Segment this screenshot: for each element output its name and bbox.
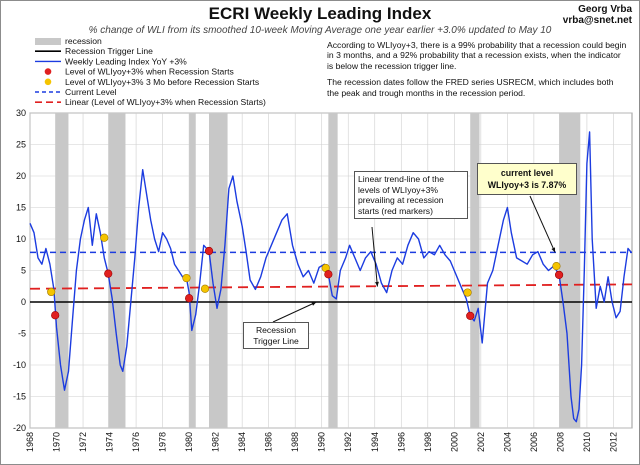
legend-label: Weekly Leading Index YoY +3% [65, 56, 187, 66]
arrow-trigger-line [272, 301, 317, 323]
marker-red-recession-start [324, 270, 333, 279]
y-tick-label: -15 [13, 392, 26, 402]
markers-layer [47, 233, 564, 320]
marker-red-recession-start [554, 270, 564, 280]
legend-label: Linear (Level of WLIyoy+3% when Recessio… [65, 97, 266, 107]
x-tick-label: 1980 [184, 432, 194, 452]
marker-yellow-3mo-before [463, 288, 472, 297]
wli-series-line [29, 131, 632, 423]
author-name: Georg Vrba [578, 4, 632, 15]
x-tick-label: 1968 [25, 432, 35, 452]
legend-key-recession [35, 38, 61, 45]
recession-band [328, 113, 338, 428]
x-tick-label: 2006 [529, 432, 539, 452]
x-tick-label: 1990 [317, 432, 327, 452]
y-tick-label: 15 [16, 203, 26, 213]
marker-red-recession-start [51, 311, 60, 320]
legend-label: recession [65, 36, 102, 46]
recession-band [108, 113, 126, 428]
y-tick-label: -20 [13, 423, 26, 433]
recession-band [470, 113, 480, 428]
marker-yellow-3mo-before [200, 284, 210, 293]
marker-yellow-3mo-before [100, 233, 109, 242]
legend-label: Level of WLIyoy+3% 3 Mo before Recession… [65, 77, 259, 87]
series-layer [29, 131, 632, 423]
y-tick-label: 20 [16, 171, 26, 181]
marker-yellow-3mo-before [552, 261, 561, 271]
current-level-label: current level [500, 168, 554, 178]
x-tick-label: 1986 [264, 432, 274, 452]
axes: -20 -15 -10 -5 0 5 10 15 20 25 30 1968 1970 1972 1974 1… [13, 108, 618, 452]
x-tick-label: 2010 [582, 432, 592, 452]
legend-label: Recession Trigger Line [65, 46, 153, 56]
annotation-trend-line: Linear trend-line of the levels of WLIyo… [354, 171, 468, 219]
marker-red-recession-start [185, 294, 194, 303]
annotation-current-level: current level WLIyoy+3 is 7.87% [477, 163, 577, 195]
legend-key-red-marker [44, 68, 52, 75]
legend-label: Current Level [65, 87, 117, 97]
recession-band [209, 113, 228, 428]
x-tick-label: 2008 [555, 432, 565, 452]
y-tick-label: 0 [21, 297, 26, 307]
marker-red-recession-start [104, 269, 113, 278]
chart-title: ECRI Weekly Leading Index [208, 4, 432, 23]
x-tick-label: 1978 [158, 432, 168, 452]
arrow-trend-line [371, 226, 378, 287]
x-tick-label: 1972 [78, 432, 88, 452]
marker-yellow-3mo-before [182, 273, 191, 283]
marker-red-recession-start [466, 311, 475, 320]
y-tick-label: -10 [13, 360, 26, 370]
y-tick-label: 5 [21, 266, 26, 276]
x-tick-label: 1982 [211, 432, 221, 452]
note-paragraph-probability: According to WLIyoy+3, there is a 99% pr… [327, 40, 627, 71]
x-tick-label: 1994 [370, 432, 380, 452]
arrow-trigger-line-head [311, 302, 317, 306]
annotation-trigger-line: Recession Trigger Line [243, 322, 309, 349]
x-tick-label: 1976 [131, 432, 141, 452]
description-note: According to WLIyoy+3, there is a 99% pr… [327, 40, 627, 104]
annotation-arrows [272, 195, 556, 323]
chart-subtitle: % change of WLI from its smoothed 10-wee… [88, 25, 552, 36]
x-tick-label: 2000 [449, 432, 459, 452]
marker-yellow-3mo-before [47, 287, 56, 297]
x-tick-label: 2002 [476, 432, 486, 452]
x-tick-label: 1992 [343, 432, 353, 452]
trend-line [29, 283, 633, 290]
y-tick-label: 30 [16, 108, 26, 118]
note-paragraph-dates: The recession dates follow the FRED seri… [327, 77, 614, 98]
y-tick-label: 25 [16, 140, 26, 150]
author-email: vrba@snet.net [562, 15, 632, 26]
marker-red-recession-start [204, 246, 214, 256]
x-tick-label: 2004 [502, 432, 512, 452]
legend-label: Level of WLIyoy+3% when Recession Starts [65, 67, 234, 77]
legend-box [30, 34, 316, 112]
current-level-value: WLIyoy+3 is 7.87% [487, 180, 567, 190]
recession-band [189, 113, 196, 428]
x-tick-label: 2012 [608, 432, 618, 452]
x-tick-label: 1984 [237, 432, 247, 452]
x-tick-label: 1988 [290, 432, 300, 452]
legend-key-yellow-marker [44, 78, 52, 86]
x-tick-label: 1996 [396, 432, 406, 452]
arrow-current-level [529, 195, 556, 253]
x-tick-label: 1974 [105, 432, 115, 452]
arrow-current-level-head [551, 247, 556, 253]
x-tick-label: 1998 [423, 432, 433, 452]
author-credit: Georg Vrba vrba@snet.net [563, 4, 632, 26]
y-tick-label: 10 [16, 234, 26, 244]
arrow-trend-line-head [375, 281, 379, 287]
x-tick-label: 1970 [52, 432, 62, 452]
y-tick-label: -5 [18, 329, 26, 339]
